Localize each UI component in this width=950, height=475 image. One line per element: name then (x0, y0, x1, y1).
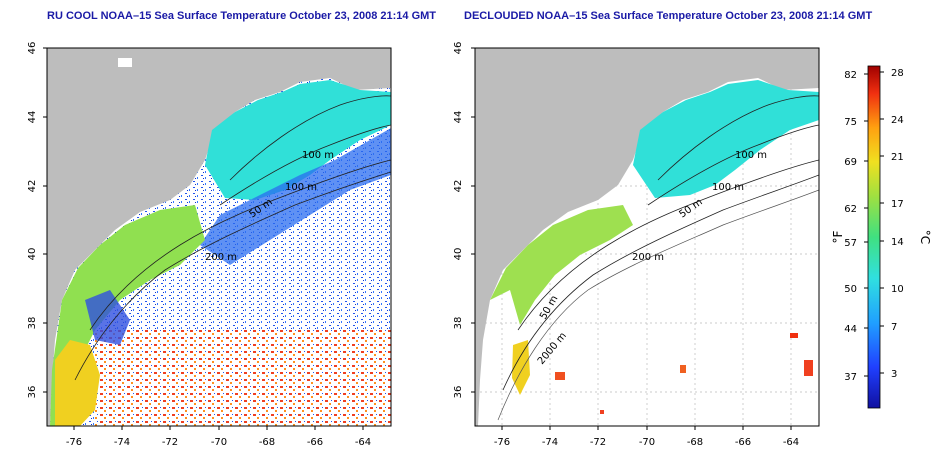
colorbar-gradient (867, 65, 881, 409)
chesapeake-warm-water (512, 340, 530, 395)
land-mass (47, 48, 391, 426)
right-contour-label: 200 m (632, 252, 664, 263)
y-tick-label: 46 (27, 42, 38, 55)
coastal-cold-patch (85, 290, 130, 345)
y-tick-label: 42 (27, 180, 38, 193)
x-tick-label: -72 (162, 437, 178, 448)
right-contour-label: 100 m (712, 182, 744, 193)
y-tick-label: 40 (453, 248, 464, 261)
x-tick-label: -68 (687, 437, 703, 448)
x-tick-label: -74 (542, 437, 558, 448)
fahrenheit-label: 44 (844, 324, 857, 335)
celsius-label: 24 (891, 115, 904, 126)
y-tick-label: 42 (453, 180, 464, 193)
y-tick-label: 38 (453, 317, 464, 330)
x-tick-label: -68 (259, 437, 275, 448)
y-tick-label: 44 (453, 111, 464, 124)
right-y-axis: 46 44 42 40 38 36 (453, 42, 475, 399)
left-map-image (47, 48, 391, 426)
mid-atlantic-shelf-water (50, 205, 205, 426)
celsius-label: 17 (891, 199, 904, 210)
left-x-axis: -76 -74 -72 -70 -68 -66 -64 (66, 426, 371, 448)
celsius-unit: °C (918, 230, 932, 244)
gulf-of-maine-water (205, 80, 391, 200)
fahrenheit-label: 62 (844, 204, 857, 215)
x-tick-label: -64 (355, 437, 371, 448)
gulf-of-maine-water (633, 80, 819, 198)
y-tick-label: 40 (27, 248, 38, 261)
fahrenheit-label: 69 (844, 157, 857, 168)
right-x-axis: -76 -74 -72 -70 -68 -66 -64 (494, 426, 799, 448)
land-mass (475, 48, 819, 426)
fahrenheit-label: 75 (844, 117, 857, 128)
left-y-axis: 46 44 42 40 38 36 (27, 42, 47, 399)
right-map-title: DECLOUDED NOAA–15 Sea Surface Temperatur… (464, 10, 873, 22)
x-tick-label: -70 (211, 437, 227, 448)
celsius-label: 14 (891, 237, 904, 248)
shelf-cold-band (200, 128, 391, 265)
colorbar: 82 75 69 62 57 50 44 37 28 24 21 17 14 1… (831, 65, 932, 409)
left-contour-label: 200 m (205, 252, 237, 263)
y-tick-label: 38 (27, 317, 38, 330)
fahrenheit-unit: °F (831, 230, 845, 243)
y-tick-label: 36 (453, 386, 464, 399)
x-tick-label: -76 (66, 437, 82, 448)
celsius-label: 28 (891, 68, 904, 79)
fahrenheit-label: 37 (844, 372, 857, 383)
y-tick-label: 46 (453, 42, 464, 55)
x-tick-label: -76 (494, 437, 510, 448)
celsius-label: 7 (891, 322, 897, 333)
y-tick-label: 36 (27, 386, 38, 399)
right-map-panel: 100 m 100 m 50 m 200 m 50 m 2000 m 46 44… (453, 42, 820, 448)
x-tick-label: -74 (114, 437, 130, 448)
chesapeake-warm-water (55, 340, 100, 426)
left-contour-label: 100 m (302, 150, 334, 161)
celsius-label: 10 (891, 284, 904, 295)
y-tick-label: 44 (27, 111, 38, 124)
left-map-title: RU COOL NOAA–15 Sea Surface Temperature … (47, 10, 437, 22)
left-map-panel: 100 m 100 m 50 m 200 m 46 44 42 40 38 36 (27, 42, 392, 448)
celsius-label: 3 (891, 369, 897, 380)
celsius-label: 21 (891, 152, 904, 163)
fahrenheit-label: 82 (844, 70, 857, 81)
x-tick-label: -66 (735, 437, 751, 448)
left-contour-label: 100 m (285, 182, 317, 193)
right-contour-label: 100 m (735, 150, 767, 161)
x-tick-label: -72 (590, 437, 606, 448)
x-tick-label: -70 (639, 437, 655, 448)
fahrenheit-label: 57 (844, 238, 857, 249)
x-tick-label: -66 (307, 437, 323, 448)
right-map-image (475, 48, 819, 426)
fahrenheit-label: 50 (844, 284, 857, 295)
x-tick-label: -64 (783, 437, 799, 448)
mid-atlantic-shelf-water (490, 205, 633, 325)
